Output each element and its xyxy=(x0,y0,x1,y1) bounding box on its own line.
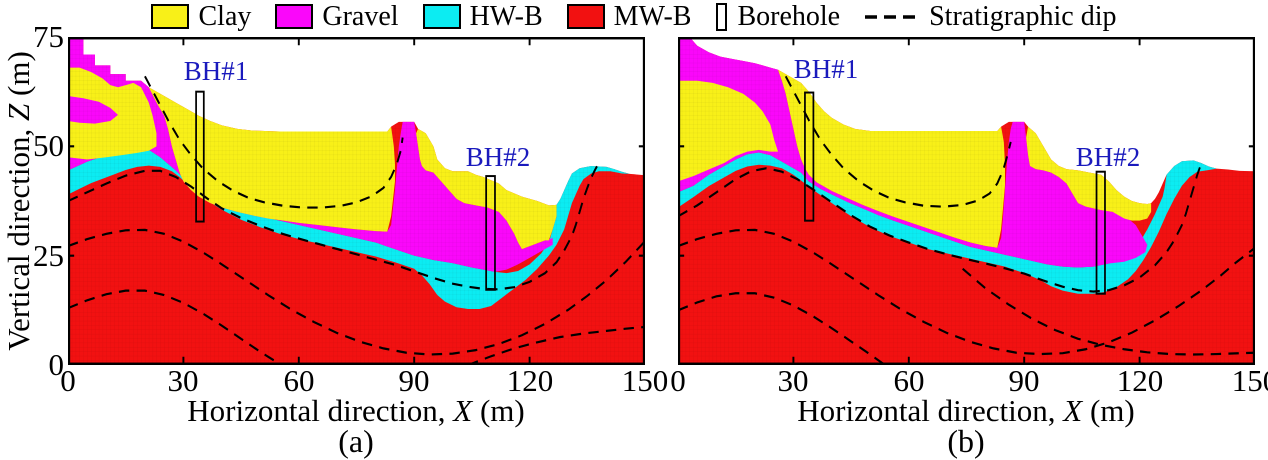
borehole-bh1 xyxy=(195,90,205,223)
y-tick-label: 50 xyxy=(33,128,64,163)
x-tick-label: 0 xyxy=(60,363,76,398)
legend-item-clay: Clay xyxy=(151,0,252,32)
x-tick-label: 0 xyxy=(670,363,686,398)
x-tick-label: 30 xyxy=(777,363,809,398)
legend-item-gravel: Gravel xyxy=(275,0,399,32)
x-tick-label: 60 xyxy=(893,363,925,398)
stratigraphic-dip-line xyxy=(784,75,1012,208)
clay-swatch xyxy=(151,4,190,29)
x-tick-label: 120 xyxy=(1116,363,1164,398)
legend: Clay Gravel HW-B MW-B Borehole Stratigra… xyxy=(0,0,1268,33)
bh1-label-a: BH#1 xyxy=(183,56,249,86)
stratigraphic-dip-line xyxy=(68,162,600,291)
stratigraphic-dip-line xyxy=(678,228,1255,356)
legend-label: Borehole xyxy=(737,0,841,32)
hwb-swatch xyxy=(422,4,461,29)
mesh-texture xyxy=(678,37,1255,365)
legend-label: MW-B xyxy=(613,0,692,32)
borehole-bh2 xyxy=(485,175,496,291)
x-tick-label: 90 xyxy=(1008,363,1040,398)
x-tick-label: 120 xyxy=(506,363,554,398)
bh2-label-a: BH#2 xyxy=(465,142,531,172)
x-axis-label-a: Horizontal direction, X (m) xyxy=(187,393,525,428)
stratigraphic-dip-line xyxy=(678,292,887,365)
borehole-icon xyxy=(716,2,728,31)
stratigraphic-dip-line xyxy=(467,325,645,365)
legend-item-hwb: HW-B xyxy=(422,0,543,32)
cross-section-panel-a xyxy=(68,37,645,365)
x-tick-label: 60 xyxy=(283,363,315,398)
x-tick-label: 150 xyxy=(1231,363,1268,398)
legend-label: HW-B xyxy=(469,0,543,32)
legend-label: Gravel xyxy=(322,0,399,32)
legend-item-dip: Stratigraphic dip xyxy=(864,0,1117,32)
borehole-bh2 xyxy=(1095,170,1106,295)
stratigraphic-dip-line xyxy=(68,289,284,365)
cross-section-panel-b xyxy=(678,37,1255,365)
stratigraphic-dip-line xyxy=(678,163,1203,293)
x-tick-label: 90 xyxy=(398,363,430,398)
gravel-swatch xyxy=(275,4,314,29)
bh1-label-b: BH#1 xyxy=(793,54,859,84)
legend-item-mwb: MW-B xyxy=(566,0,692,32)
stratigraphic-dip-line xyxy=(144,75,404,209)
axis-ticks xyxy=(678,37,1255,365)
y-tick-label: 75 xyxy=(33,19,64,54)
y-axis-label: Vertical direction, Z (m) xyxy=(1,51,36,351)
stratigraphic-dip-line xyxy=(68,228,645,356)
x-tick-label: 150 xyxy=(621,363,669,398)
legend-item-borehole: Borehole xyxy=(715,0,841,32)
y-tick-label: 0 xyxy=(48,347,65,382)
stratigraphic-dip-line xyxy=(962,267,1255,356)
borehole-bh1 xyxy=(804,91,815,222)
bh2-label-b: BH#2 xyxy=(1075,142,1141,172)
plot-frame xyxy=(678,37,1255,365)
legend-label: Clay xyxy=(198,0,252,32)
dip-line-icon xyxy=(865,14,920,19)
mwb-swatch xyxy=(566,4,605,29)
plot-frame xyxy=(68,37,645,365)
legend-label: Stratigraphic dip xyxy=(929,0,1117,32)
x-axis-label-b: Horizontal direction, X (m) xyxy=(797,393,1135,428)
y-tick-label: 25 xyxy=(33,238,64,273)
panel-caption-a: (a) xyxy=(338,423,374,459)
axis-ticks xyxy=(68,37,645,365)
x-tick-label: 30 xyxy=(167,363,199,398)
panel-caption-b: (b) xyxy=(947,423,985,459)
